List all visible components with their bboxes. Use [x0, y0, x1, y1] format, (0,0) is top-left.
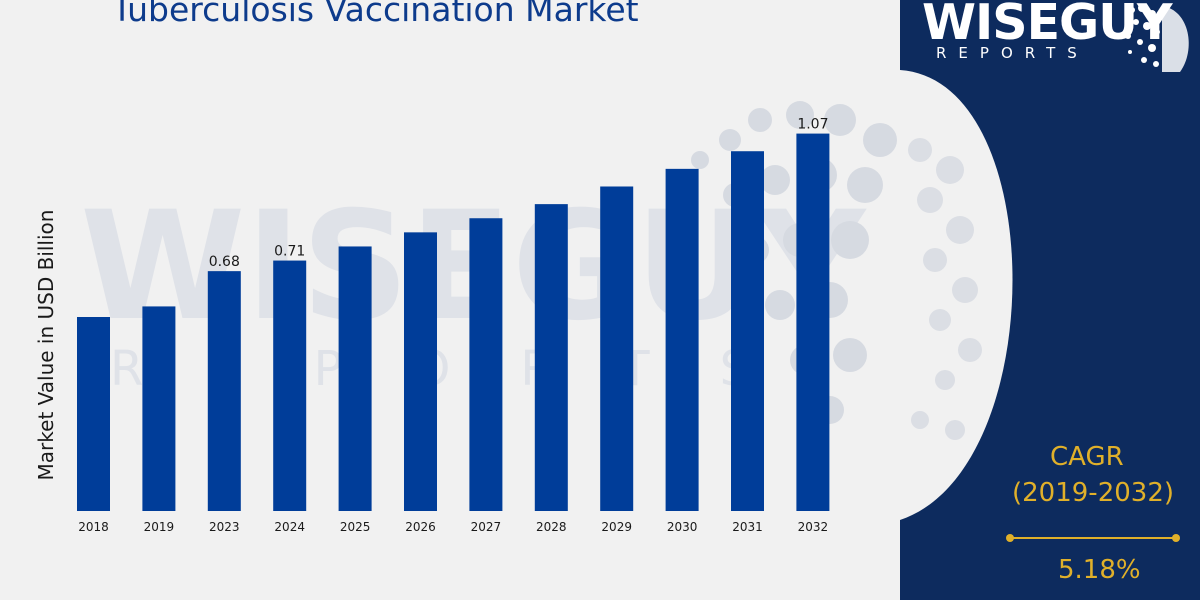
logo-head-icon — [1125, 4, 1189, 72]
x-tick-2023: 2023 — [209, 520, 240, 534]
cagr-period: (2019-2032) — [1012, 478, 1175, 508]
brand-panel — [900, 0, 1200, 600]
bar-2028 — [534, 204, 568, 512]
logo-sub-text: REPORTS — [936, 44, 1089, 62]
bar-2019 — [142, 306, 176, 511]
x-tick-2026: 2026 — [405, 520, 436, 534]
x-tick-2030: 2030 — [667, 520, 698, 534]
x-tick-2032: 2032 — [798, 520, 829, 534]
logo-brand-text: WISEGUY — [922, 0, 1173, 51]
cagr-divider-dot-left — [1006, 534, 1014, 542]
bar-chart: 2018 2019 2023 2024 2025 2026 2027 2028 2029 2030… — [77, 117, 830, 534]
bar-2029 — [600, 186, 634, 511]
cagr-divider-dot-right — [1172, 534, 1180, 542]
x-tick-labels: 2018 2019 2023 2024 2025 2026 2027 2028 2029 2030… — [78, 520, 828, 534]
bar-2024 — [273, 260, 307, 511]
bar-2027 — [469, 218, 503, 511]
data-labels: 0.68 0.71 1.07 — [209, 117, 829, 271]
x-tick-2019: 2019 — [144, 520, 175, 534]
cagr-value: 5.18% — [1058, 555, 1141, 585]
bar-2023 — [207, 271, 241, 511]
bar-2030 — [665, 168, 699, 511]
x-tick-2028: 2028 — [536, 520, 567, 534]
x-tick-2031: 2031 — [732, 520, 763, 534]
bar-2026 — [404, 232, 437, 511]
bar-2018 — [77, 317, 110, 511]
bar-2025 — [338, 246, 372, 512]
data-label-2032: 1.07 — [797, 117, 828, 133]
bar-2031 — [731, 151, 764, 511]
x-tick-2027: 2027 — [471, 520, 502, 534]
chart-title: Tuberculosis Vaccination Market — [112, 0, 639, 29]
x-tick-2025: 2025 — [340, 520, 371, 534]
data-label-2023: 0.68 — [209, 254, 240, 270]
x-tick-2018: 2018 — [78, 520, 109, 534]
cagr-label: CAGR — [1050, 442, 1124, 472]
head-silhouette-watermark — [908, 138, 982, 440]
x-tick-2029: 2029 — [601, 520, 632, 534]
bar-2032 — [796, 133, 830, 511]
bars-group — [77, 133, 830, 512]
data-label-2024: 0.71 — [274, 244, 305, 260]
x-tick-2024: 2024 — [274, 520, 305, 534]
